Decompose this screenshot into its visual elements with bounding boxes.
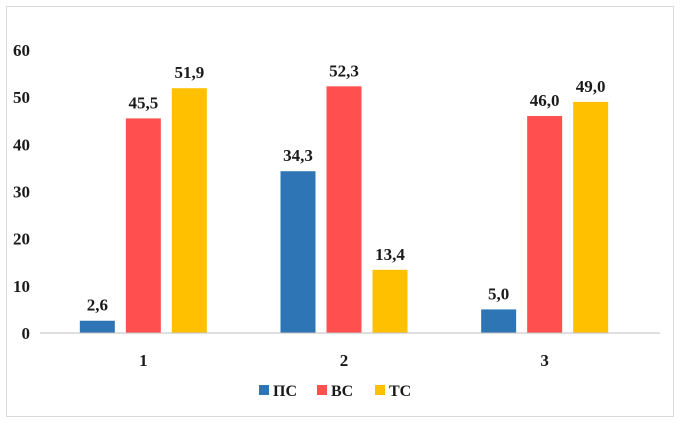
y-axis: 0 10 20 30 40 50 60: [13, 41, 30, 343]
data-label: 34,3: [283, 146, 313, 165]
legend-label: ВС: [331, 383, 353, 400]
data-label: 51,9: [174, 63, 204, 82]
data-label: 45,5: [128, 93, 158, 112]
y-tick-label: 40: [13, 135, 30, 154]
x-axis: 1 2 3: [40, 332, 660, 370]
x-tick-label: 3: [540, 351, 549, 370]
data-label: 52,3: [329, 61, 359, 80]
bar-3-3: [573, 101, 609, 333]
legend: ПС ВС ТС: [259, 383, 411, 400]
bar-1-1: [79, 320, 115, 333]
x-tick-label: 2: [340, 351, 349, 370]
legend-label: ПС: [273, 383, 297, 400]
y-tick-label: 50: [13, 88, 30, 107]
legend-label: ТС: [389, 383, 411, 400]
data-label: 49,0: [576, 77, 606, 96]
y-tick-label: 20: [13, 230, 30, 249]
data-labels: 2,6 45,5 51,9 34,3 52,3 13,4 5,0 46,0 49,0: [87, 61, 606, 314]
bar-3-1: [171, 88, 207, 333]
data-label: 46,0: [530, 91, 560, 110]
bar-1-3: [481, 309, 517, 333]
data-label: 13,4: [375, 245, 405, 264]
x-tick-label: 1: [139, 351, 148, 370]
bar-2-3: [527, 116, 563, 334]
bar-2-2: [326, 86, 362, 334]
bar-1-2: [280, 171, 316, 333]
y-tick-label: 10: [13, 277, 30, 296]
y-tick-label: 60: [13, 41, 30, 60]
legend-swatch: [375, 385, 385, 395]
data-label: 2,6: [87, 296, 108, 315]
y-tick-label: 30: [13, 183, 30, 202]
legend-swatch: [317, 385, 327, 395]
legend-swatch: [259, 385, 269, 395]
bar-2-1: [125, 118, 161, 334]
bars: [79, 86, 609, 334]
data-label: 5,0: [488, 284, 509, 303]
bar-3-2: [372, 269, 408, 333]
y-tick-label: 0: [22, 324, 31, 343]
